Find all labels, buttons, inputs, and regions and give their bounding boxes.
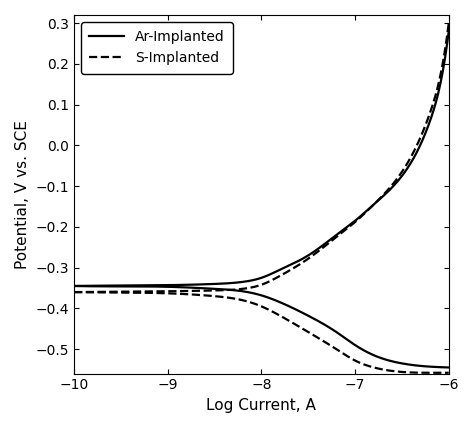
Y-axis label: Potential, V vs. SCE: Potential, V vs. SCE	[15, 120, 30, 269]
X-axis label: Log Current, A: Log Current, A	[207, 398, 316, 413]
Legend: Ar-Implanted, S-Implanted: Ar-Implanted, S-Implanted	[81, 22, 233, 74]
